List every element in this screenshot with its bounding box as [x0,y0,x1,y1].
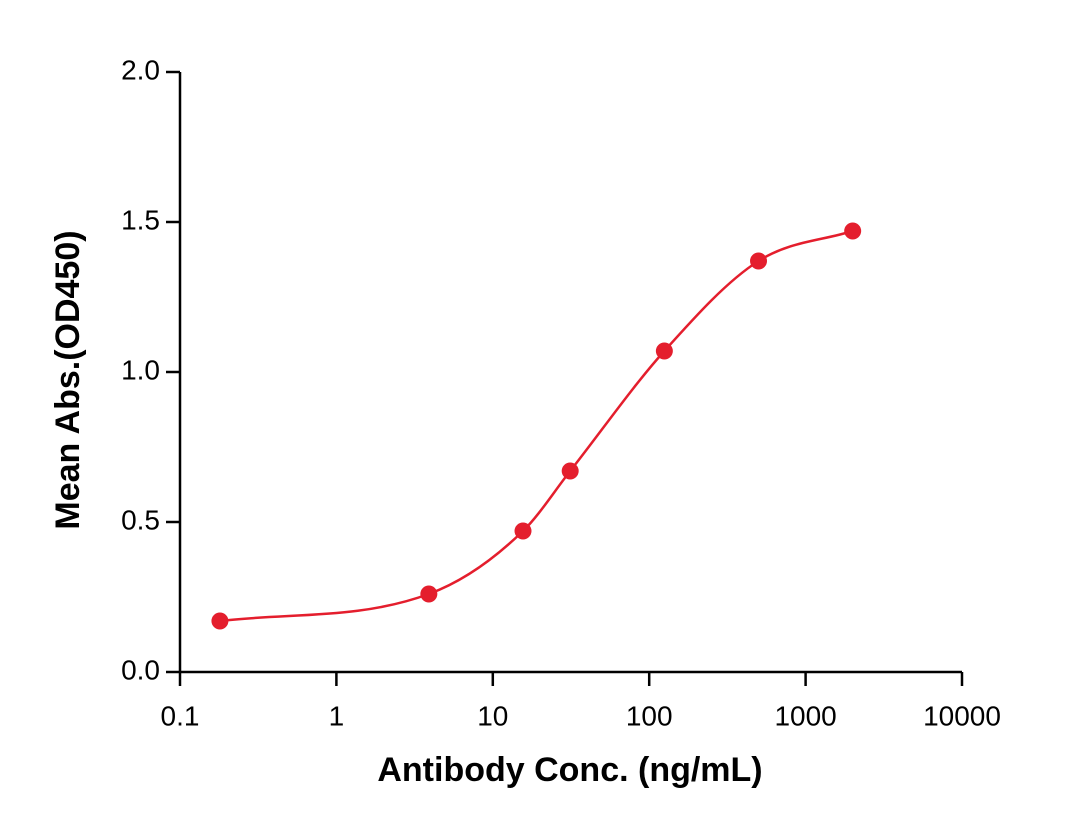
x-tick-label: 10 [477,700,508,731]
y-tick-label: 1.0 [121,354,160,385]
data-point [561,462,579,480]
data-point [211,612,229,630]
y-tick-label: 0.0 [121,654,160,685]
data-point [844,222,862,240]
data-point [420,585,438,603]
x-tick-label: 10000 [923,700,1001,731]
y-tick-label: 0.5 [121,504,160,535]
x-axis-title: Antibody Conc. (ng/mL) [377,751,762,789]
fit-curve [219,229,854,623]
data-point [655,342,673,360]
y-tick-label: 2.0 [121,54,160,85]
y-tick-label: 1.5 [121,204,160,235]
data-point [750,252,768,270]
x-tick-label: 1000 [774,700,836,731]
data-point [514,522,532,540]
x-tick-label: 1 [329,700,345,731]
x-tick-label: 100 [626,700,673,731]
x-tick-label: 0.1 [161,700,200,731]
y-axis-title: Mean Abs.(OD450) [49,230,87,529]
